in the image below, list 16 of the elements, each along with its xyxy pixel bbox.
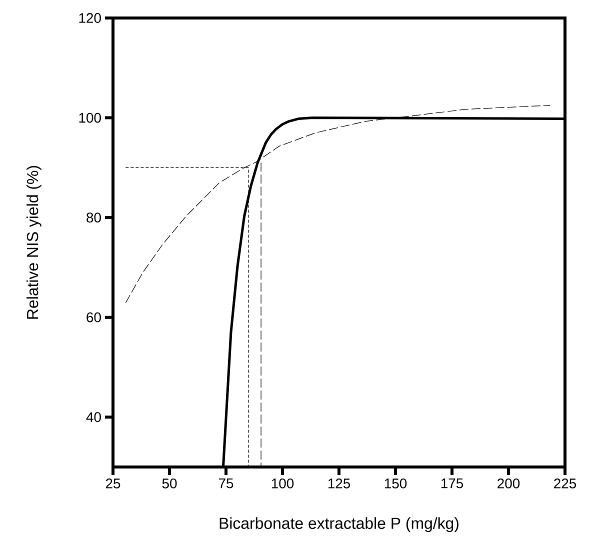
- x-tick-label: 50: [162, 478, 177, 488]
- x-tick-label: 100: [272, 478, 294, 488]
- x-tick-label: 175: [441, 478, 464, 488]
- y-tick-label: 40: [86, 412, 101, 422]
- y-axis-title: Relative NIS yield (%): [26, 166, 42, 319]
- y-tick-label: 60: [86, 312, 101, 322]
- x-axis-title: Bicarbonate extractable P (mg/kg): [220, 517, 458, 532]
- x-tick-label: 25: [106, 478, 120, 488]
- x-tick-label: 200: [498, 478, 520, 488]
- x-tick-label: 150: [384, 478, 407, 488]
- y-tick-label: 80: [86, 212, 101, 222]
- x-tick-label: 225: [554, 478, 576, 488]
- x-tick-label: 75: [218, 478, 234, 488]
- y-tick-label: 120: [79, 13, 101, 23]
- x-tick-label: 125: [328, 478, 350, 488]
- y-tick-label: 100: [79, 112, 101, 123]
